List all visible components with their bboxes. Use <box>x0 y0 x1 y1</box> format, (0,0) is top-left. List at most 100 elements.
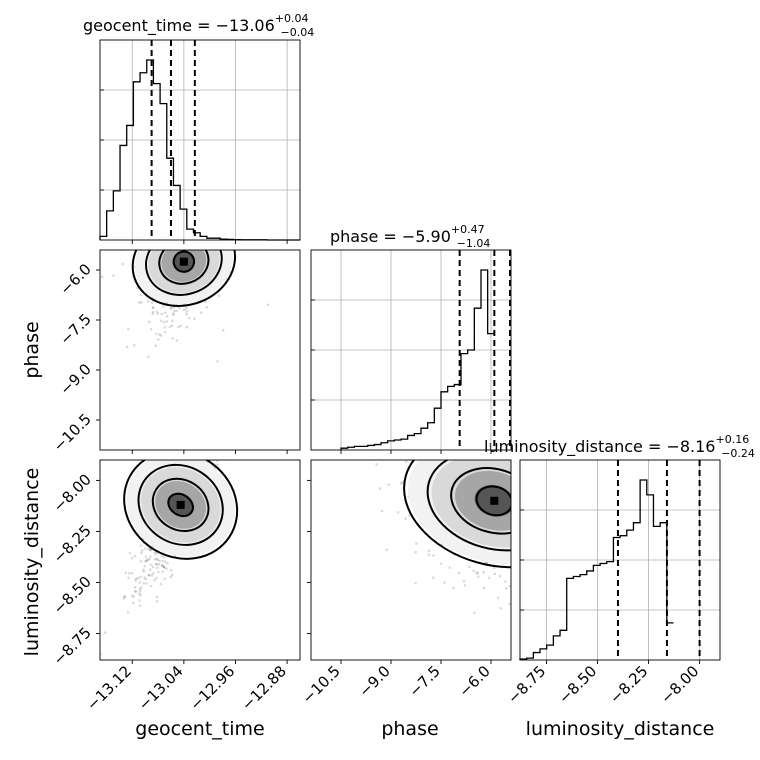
scatter-point <box>217 294 221 298</box>
scatter-point <box>378 487 382 490</box>
scatter-point <box>412 384 415 387</box>
scatter-point <box>515 385 518 388</box>
scatter-point <box>179 234 182 237</box>
scatter-point <box>272 390 275 393</box>
scatter-point <box>482 586 486 590</box>
scatter-point <box>224 451 227 454</box>
scatter-point <box>475 572 478 575</box>
scatter-point <box>508 602 511 606</box>
scatter-point <box>226 438 229 441</box>
scatter-point <box>575 581 578 584</box>
scatter-point <box>167 225 170 228</box>
scatter-point <box>210 432 213 435</box>
scatter-point <box>169 575 173 579</box>
scatter-point <box>222 423 225 426</box>
scatter-point <box>555 545 558 548</box>
scatter-point <box>375 463 378 466</box>
scatter-point <box>529 479 532 482</box>
scatter-point <box>447 406 450 409</box>
scatter-point <box>477 575 480 578</box>
scatter-point <box>148 557 152 561</box>
scatter-point <box>552 580 555 583</box>
scatter-point <box>373 413 376 416</box>
scatter-point <box>169 307 172 310</box>
scatter-point <box>238 349 241 352</box>
scatter-point <box>480 456 483 459</box>
scatter-point <box>531 420 534 423</box>
scatter-point <box>214 435 217 438</box>
scatter-point <box>155 600 159 603</box>
contour-line <box>145 250 223 296</box>
x-tick-label: −12.96 <box>186 662 238 714</box>
scatter-point <box>414 417 417 420</box>
scatter-point <box>511 375 514 378</box>
scatter-point <box>541 506 544 509</box>
scatter-area <box>373 375 578 615</box>
scatter-point <box>157 230 160 233</box>
scatter-point <box>159 240 162 243</box>
scatter-point <box>470 395 473 398</box>
scatter-point <box>130 571 134 575</box>
scatter-point <box>176 242 179 245</box>
scatter-point <box>215 434 218 437</box>
scatter-point <box>159 334 163 337</box>
x-tick-label: −12.88 <box>238 662 290 714</box>
scatter-point <box>439 435 442 438</box>
scatter-point <box>448 387 451 390</box>
scatter-point <box>210 440 213 443</box>
scatter-point <box>544 557 547 560</box>
scatter-point <box>192 245 195 248</box>
scatter-point <box>160 564 164 567</box>
scatter-point <box>153 551 157 555</box>
scatter-point <box>149 548 153 552</box>
scatter-point <box>456 433 459 436</box>
scatter-point <box>208 216 211 219</box>
scatter-point <box>165 567 168 570</box>
scatter-point <box>195 438 198 441</box>
scatter-point <box>222 443 225 446</box>
scatter-point <box>511 567 514 570</box>
scatter-point <box>498 574 502 578</box>
scatter-point <box>155 552 158 555</box>
scatter-point <box>156 312 160 315</box>
scatter-point <box>206 426 209 429</box>
scatter-point <box>561 512 564 515</box>
scatter-point <box>567 522 570 525</box>
scatter-point <box>173 245 176 248</box>
scatter-point <box>515 456 518 459</box>
scatter-point <box>137 592 141 596</box>
scatter-point <box>147 355 150 359</box>
scatter-point <box>203 195 206 198</box>
scatter-panel-geocent_time-phase <box>96 195 301 454</box>
scatter-point <box>448 566 451 569</box>
scatter-point <box>178 221 181 224</box>
scatter-point <box>206 201 209 204</box>
scatter-point <box>218 240 221 243</box>
scatter-point <box>169 568 173 572</box>
scatter-point <box>533 529 536 532</box>
scatter-point <box>549 476 552 479</box>
scatter-point <box>551 526 554 529</box>
scatter-point <box>158 333 161 336</box>
scatter-point <box>163 218 166 221</box>
scatter-point <box>222 235 225 238</box>
scatter-point <box>472 569 476 573</box>
scatter-point <box>552 512 555 515</box>
scatter-point <box>522 520 525 523</box>
scatter-point <box>150 563 153 566</box>
scatter-point <box>208 228 211 231</box>
scatter-point <box>126 611 130 614</box>
scatter-point <box>544 475 547 478</box>
scatter-point <box>191 244 194 247</box>
scatter-point <box>532 522 535 525</box>
scatter-point <box>157 337 160 341</box>
scatter-point <box>538 516 541 519</box>
scatter-point <box>443 439 446 442</box>
scatter-point <box>547 523 550 526</box>
scatter-point <box>513 499 516 502</box>
scatter-point <box>187 207 190 210</box>
scatter-point <box>542 472 545 475</box>
scatter-point <box>197 434 200 437</box>
scatter-point <box>516 598 519 601</box>
scatter-point <box>144 560 148 563</box>
